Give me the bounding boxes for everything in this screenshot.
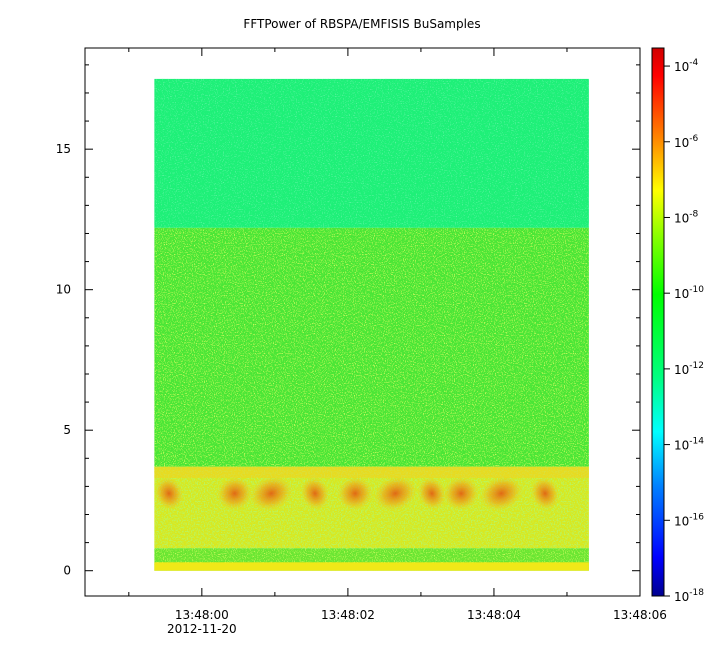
colorbar-tick-label: 10-4: [674, 58, 699, 74]
colorbar-ticks: 10-4 10-6 10-8 10-10 10-12 10-14 10-16 10-18: [664, 58, 704, 604]
spectrogram-burst: [443, 476, 479, 511]
spectrogram-burst: [249, 475, 293, 512]
y-tick-label: 10: [56, 283, 71, 297]
spectrogram-burst: [479, 475, 523, 512]
colorbar-tick-label: 10-18: [674, 588, 704, 604]
spectrogram-burst: [154, 476, 184, 511]
spectrogram-base-band: [154, 562, 589, 571]
colorbar-tick-label: 10-10: [674, 285, 704, 301]
y-tick-label: 5: [63, 423, 71, 437]
spectrogram-burst: [300, 476, 330, 511]
colorbar-tick-label: 10-6: [674, 134, 699, 150]
colorbar-tick-label: 10-12: [674, 361, 704, 377]
spectrogram-band-texture: [154, 78, 589, 228]
spectrogram-burst: [373, 475, 417, 512]
y-tick-label: 0: [63, 564, 71, 578]
spectrogram-burst: [530, 476, 560, 511]
y-tick-label: 15: [56, 142, 71, 156]
colorbar-tick-label: 10-14: [674, 437, 704, 453]
chart-title: FFTPower of RBSPA/EMFISIS BuSamples: [243, 17, 481, 31]
colorbar-tick-label: 10-8: [674, 209, 699, 225]
x-tick-label: 13:48:02: [321, 608, 375, 622]
spectrogram-image: [154, 78, 589, 571]
spectrogram-burst: [216, 476, 253, 511]
x-tick-label: 13:48:00: [175, 608, 229, 622]
spectrogram-band-texture: [154, 466, 589, 549]
x-axis: 13:48:00 13:48:02 13:48:04 13:48:06 2012-11-…: [128, 48, 667, 636]
spectrogram-burst: [337, 476, 374, 511]
x-date-label: 2012-11-20: [167, 622, 237, 636]
colorbar: [651, 47, 665, 597]
y-axis: 0 5 10 15: [56, 64, 640, 578]
x-tick-label: 13:48:06: [613, 608, 667, 622]
spectrogram-band-edge: [154, 466, 589, 478]
spectrogram-band-texture: [154, 227, 589, 467]
x-tick-label: 13:48:04: [467, 608, 521, 622]
colorbar-tick-label: 10-16: [674, 512, 704, 528]
spectrogram-burst: [417, 476, 447, 511]
